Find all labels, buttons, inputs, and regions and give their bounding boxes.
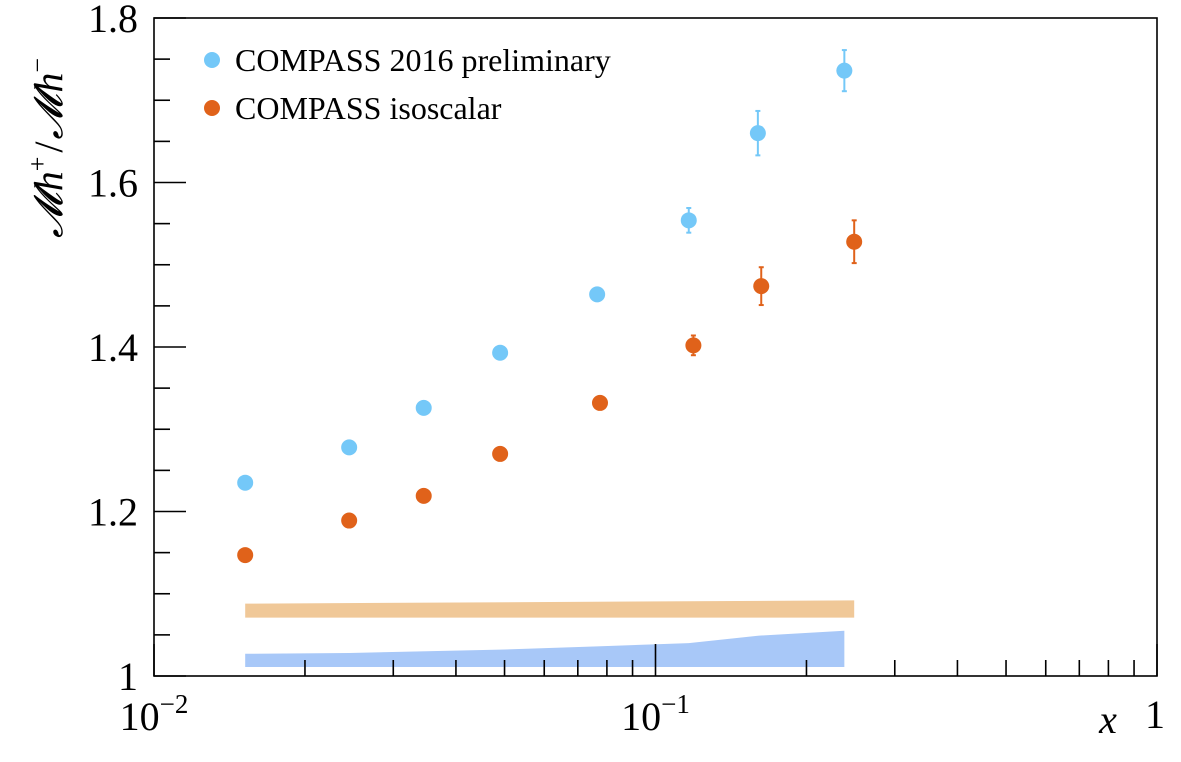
y-tick-label-1: 1 <box>118 654 138 699</box>
systematic-band-1 <box>245 600 855 618</box>
y-tick-labels: 1 1.2 1.4 1.6 1.8 <box>88 0 138 699</box>
legend: COMPASS 2016 preliminary COMPASS isoscala… <box>204 42 611 126</box>
x-tick-label-1: 10−2 <box>120 689 189 739</box>
point-s1-5 <box>589 286 606 303</box>
point-s2-5 <box>591 394 608 411</box>
y-tick-label-2: 1.2 <box>88 490 138 535</box>
point-s1-6 <box>680 212 697 229</box>
legend-item-1: COMPASS 2016 preliminary <box>204 42 611 78</box>
y-axis-title: 𝓜h+/𝓜h− <box>23 58 71 238</box>
point-s2-7 <box>753 278 770 295</box>
legend-item-2: COMPASS isoscalar <box>204 90 502 126</box>
point-s2-2 <box>341 512 358 529</box>
point-s1-8 <box>836 62 853 79</box>
y-tick-label-5: 1.8 <box>88 0 138 41</box>
point-s1-1 <box>237 474 254 491</box>
legend-marker-2 <box>204 100 220 116</box>
y-axis-title-minus: − <box>23 58 52 73</box>
x-tick-labels: 10−2 10−1 1 <box>120 689 1165 739</box>
y-tick-label-3: 1.4 <box>88 325 138 370</box>
y-axis-title-slash: / <box>26 141 71 153</box>
point-s1-4 <box>492 344 509 361</box>
legend-label-1: COMPASS 2016 preliminary <box>235 42 611 78</box>
systematic-band-2 <box>245 630 845 667</box>
point-s2-3 <box>415 487 432 504</box>
x-tick-label-2: 10−1 <box>621 689 690 739</box>
point-s1-7 <box>749 125 766 142</box>
legend-label-2: COMPASS isoscalar <box>235 90 502 126</box>
y-tick-label-4: 1.6 <box>88 161 138 206</box>
point-s1-3 <box>415 399 432 416</box>
point-s2-1 <box>237 547 254 564</box>
point-s1-2 <box>341 439 358 456</box>
error-bars <box>242 49 857 560</box>
x-tick-label-3: 1 <box>1145 692 1165 737</box>
y-axis-title-h: h <box>26 171 71 191</box>
y-axis-title-plus: + <box>23 157 52 172</box>
systematic-bands <box>245 600 855 667</box>
axis-ticks <box>153 17 1158 677</box>
y-axis-title-h2: h <box>26 73 71 93</box>
x-axis-title: x <box>1098 697 1117 742</box>
point-s2-4 <box>492 445 509 462</box>
point-s2-8 <box>846 233 863 250</box>
legend-marker-1 <box>204 52 220 68</box>
point-s2-6 <box>685 337 702 354</box>
data-points <box>237 62 863 564</box>
